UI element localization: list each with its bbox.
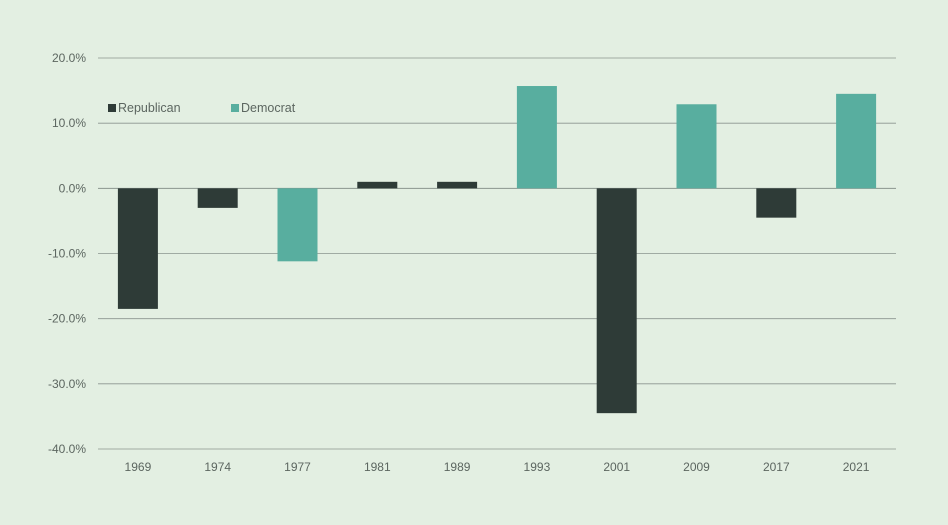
x-tick-label-1989: 1989 — [444, 460, 471, 474]
bar-2021 — [836, 93, 877, 189]
bar-1993 — [516, 86, 557, 189]
legend-label-republican: Republican — [118, 101, 181, 115]
x-tick-label-1974: 1974 — [204, 460, 231, 474]
x-axis-tick-labels: 1969 1974 1977 1981 1989 1993 2001 2009 2017 2021 — [125, 460, 870, 474]
bar-1969 — [117, 188, 158, 309]
bar-1989 — [437, 181, 478, 189]
y-tick-label: -20.0% — [48, 312, 86, 326]
gridlines — [98, 57, 896, 450]
y-tick-label: -30.0% — [48, 377, 86, 391]
bar-1981 — [357, 181, 398, 189]
x-tick-label-2021: 2021 — [843, 460, 870, 474]
bar-2017 — [756, 188, 797, 218]
legend: Republican Democrat — [108, 101, 296, 115]
y-axis-tick-labels: 20.0% 10.0% 0.0% -10.0% -20.0% -30.0% -40.0% — [48, 51, 86, 456]
x-tick-label-2001: 2001 — [603, 460, 630, 474]
bar-1974 — [197, 188, 238, 208]
x-tick-label-1993: 1993 — [524, 460, 551, 474]
bar-1977 — [277, 188, 318, 262]
legend-swatch-democrat — [231, 104, 239, 112]
legend-label-democrat: Democrat — [241, 101, 296, 115]
bars — [117, 86, 877, 414]
y-tick-label: -10.0% — [48, 247, 86, 261]
x-tick-label-1969: 1969 — [125, 460, 152, 474]
y-tick-label: -40.0% — [48, 442, 86, 456]
x-tick-label-2009: 2009 — [683, 460, 710, 474]
x-tick-label-1977: 1977 — [284, 460, 311, 474]
bar-2009 — [676, 104, 717, 189]
y-tick-label: 20.0% — [52, 51, 86, 65]
y-tick-label: 10.0% — [52, 116, 86, 130]
legend-swatch-republican — [108, 104, 116, 112]
bar-2001 — [596, 188, 637, 414]
x-tick-label-2017: 2017 — [763, 460, 790, 474]
x-tick-label-1981: 1981 — [364, 460, 391, 474]
y-tick-label: 0.0% — [59, 181, 87, 195]
